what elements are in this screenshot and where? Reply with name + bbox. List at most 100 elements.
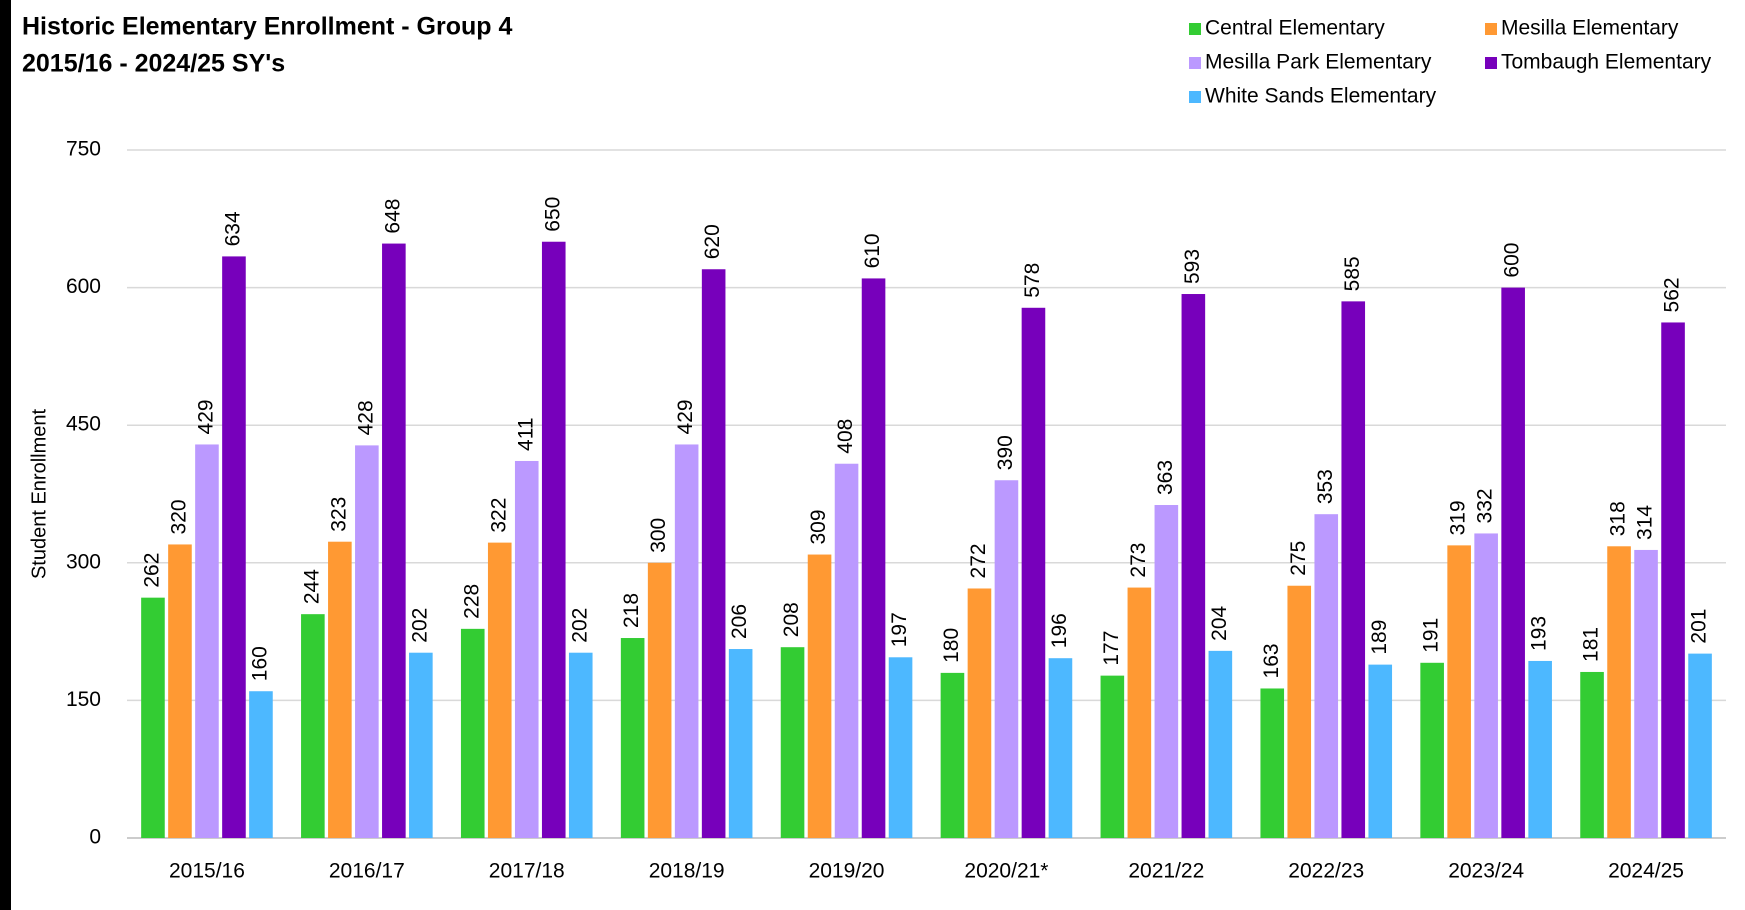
x-tick-label: 2018/19 [649, 860, 725, 883]
y-tick-label: 750 [66, 138, 101, 161]
data-label: 390 [994, 435, 1017, 470]
bar [1528, 660, 1552, 838]
data-label: 332 [1474, 488, 1497, 523]
chart-title: Historic Elementary Enrollment - Group 4 [22, 13, 512, 41]
bar [355, 445, 379, 838]
data-label: 363 [1154, 460, 1177, 495]
bar [382, 243, 406, 838]
data-label: 300 [647, 518, 670, 553]
bar [1447, 545, 1471, 838]
data-label: 353 [1314, 469, 1337, 504]
bar [328, 541, 352, 838]
data-label: 262 [140, 553, 163, 588]
data-label: 319 [1447, 500, 1470, 535]
x-tick-label: 2021/22 [1128, 860, 1204, 883]
x-tick-label: 2022/23 [1288, 860, 1364, 883]
data-label: 180 [940, 628, 963, 663]
data-label: 204 [1208, 606, 1231, 641]
bar [1127, 587, 1152, 838]
data-label: 323 [327, 497, 350, 532]
data-label: 429 [674, 399, 697, 434]
bar [1100, 675, 1125, 838]
bar [460, 628, 485, 838]
bar [1607, 546, 1631, 838]
bar [1368, 664, 1393, 838]
data-label: 201 [1688, 609, 1711, 644]
bar [168, 544, 192, 838]
bar [807, 554, 832, 838]
left-edge [0, 0, 11, 910]
data-label: 585 [1341, 256, 1364, 291]
legend-swatch [1485, 57, 1497, 69]
data-label: 189 [1368, 620, 1391, 655]
data-label: 314 [1634, 505, 1657, 540]
bar [409, 652, 433, 838]
data-label: 650 [541, 197, 564, 232]
data-label: 593 [1181, 249, 1204, 284]
legend-label: Mesilla Elementary [1501, 17, 1679, 40]
bar [195, 444, 219, 838]
bar [647, 562, 672, 838]
data-label: 206 [728, 604, 751, 639]
bar [1181, 294, 1206, 838]
data-label: 610 [861, 233, 884, 268]
data-label: 620 [701, 224, 724, 259]
data-label: 202 [408, 608, 431, 643]
x-tick-label: 2019/20 [809, 860, 885, 883]
bar [1208, 650, 1233, 838]
data-label: 273 [1127, 543, 1150, 578]
bar [780, 647, 805, 838]
x-tick-label: 2015/16 [169, 860, 245, 883]
bar [728, 649, 753, 838]
x-tick-label: 2020/21* [964, 860, 1048, 883]
bar [1260, 688, 1285, 838]
data-label: 322 [487, 498, 510, 533]
data-label: 163 [1260, 643, 1283, 678]
bar [994, 480, 1019, 838]
y-tick-label: 150 [66, 688, 101, 711]
data-label: 181 [1580, 627, 1603, 662]
bar [1501, 287, 1525, 839]
data-label: 197 [888, 612, 911, 647]
bar [222, 256, 246, 839]
bar [1341, 301, 1366, 838]
bar [249, 691, 273, 838]
y-axis-label: Student Enrollment [28, 409, 50, 580]
chart-subtitle: 2015/16 - 2024/25 SY's [22, 50, 285, 78]
y-tick-label: 0 [89, 826, 101, 849]
bar [1420, 662, 1444, 838]
bar [620, 638, 645, 838]
y-tick-label: 300 [66, 550, 101, 573]
x-tick-label: 2023/24 [1448, 860, 1524, 883]
x-tick-label: 2024/25 [1608, 860, 1684, 883]
bar [834, 463, 859, 838]
bar [1021, 307, 1046, 838]
bar [1154, 505, 1179, 838]
data-label: 578 [1021, 263, 1044, 298]
bar [1634, 549, 1658, 838]
data-label: 218 [620, 593, 643, 628]
data-label: 318 [1607, 501, 1630, 536]
legend-swatch [1189, 57, 1201, 69]
data-label: 244 [300, 569, 323, 604]
bar [888, 657, 913, 838]
data-label: 160 [248, 646, 271, 681]
data-label: 177 [1100, 631, 1123, 666]
data-label: 648 [381, 199, 404, 234]
y-tick-label: 600 [66, 275, 101, 298]
legend-label: White Sands Elementary [1205, 85, 1437, 108]
bar [514, 460, 539, 838]
y-tick-label: 450 [66, 413, 101, 436]
legend-label: Mesilla Park Elementary [1205, 51, 1432, 74]
bar [1287, 585, 1312, 838]
x-tick-label: 2017/18 [489, 860, 565, 883]
bar [674, 444, 699, 838]
data-label: 196 [1048, 613, 1071, 648]
bar [301, 614, 325, 838]
bar [568, 652, 593, 838]
data-label: 202 [568, 608, 591, 643]
bar [967, 588, 992, 838]
bar [1048, 658, 1073, 838]
data-label: 193 [1528, 616, 1551, 651]
